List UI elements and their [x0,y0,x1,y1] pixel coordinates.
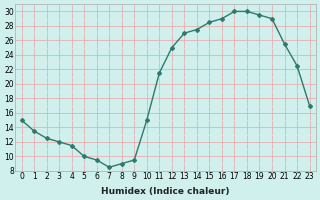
X-axis label: Humidex (Indice chaleur): Humidex (Indice chaleur) [101,187,230,196]
